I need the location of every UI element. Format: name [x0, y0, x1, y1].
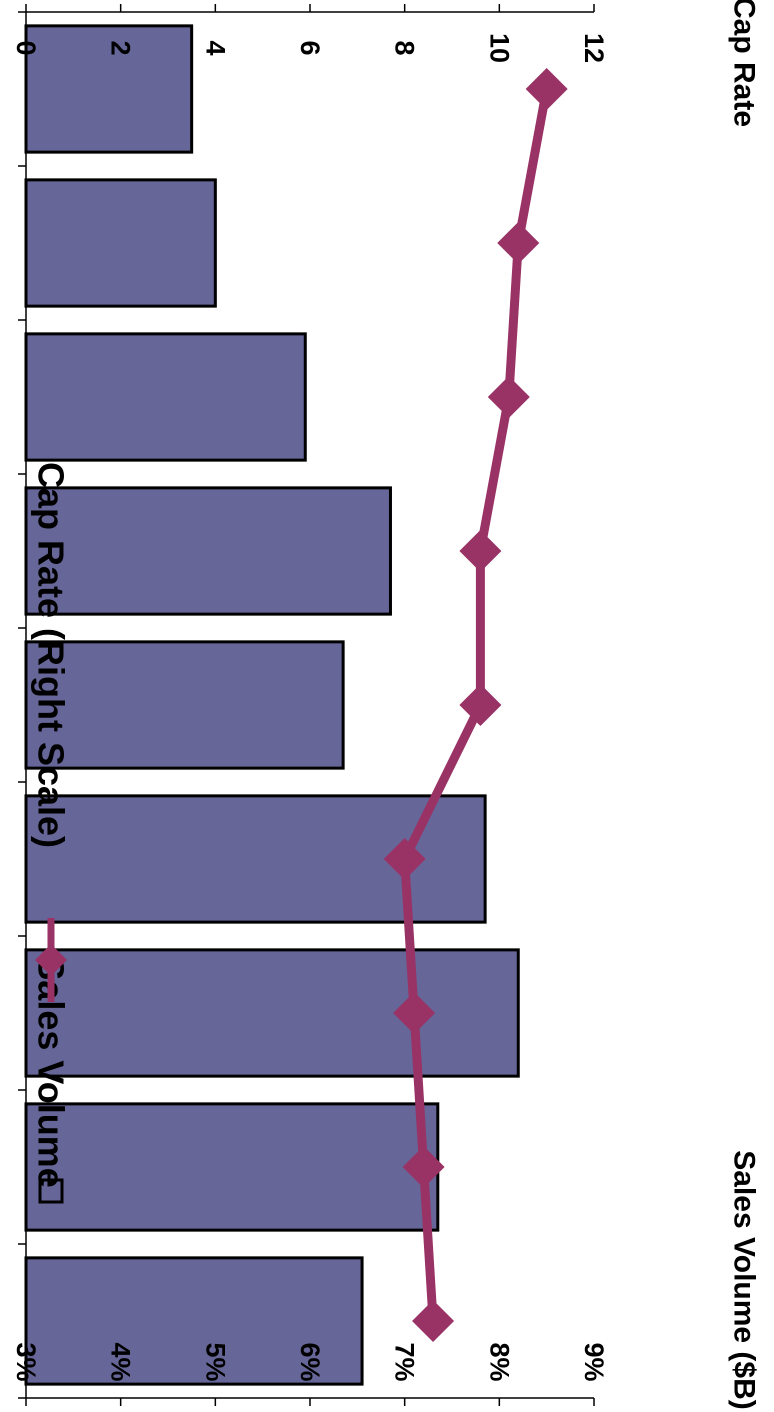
right-axis-title: Cap Rate [728, 0, 761, 127]
left-axis-tick-label: 2 [106, 40, 136, 55]
right-axis-tick-label: 4% [106, 1342, 136, 1381]
legend-label-cap-rate: Cap Rate (Right Scale) [31, 462, 72, 848]
sales-volume-bar [26, 642, 343, 768]
left-axis-tick-label: 4 [200, 40, 230, 55]
cap-rate-marker [488, 376, 530, 418]
left-axis-tick-label: 8 [390, 40, 420, 55]
left-axis-tick-label: 0 [11, 40, 41, 55]
right-axis-tick-label: 7% [390, 1342, 420, 1381]
rotated-chart-group [18, 4, 594, 1406]
left-axis-tick-label: 6 [295, 40, 325, 55]
cap-rate-marker [497, 222, 539, 264]
right-axis-tick-label: 6% [295, 1342, 325, 1381]
left-axis-title: Sales Volume ($B) [728, 1150, 761, 1410]
right-axis-tick-label: 5% [200, 1342, 230, 1381]
right-axis-tick-label: 3% [11, 1342, 41, 1381]
bars-layer [26, 26, 518, 1384]
sales-volume-bar [26, 950, 518, 1076]
left-axis-tick-label: 10 [484, 33, 514, 63]
sales-volume-bar [26, 334, 305, 460]
cap-rate-marker [459, 530, 501, 572]
cap-rate-marker [526, 68, 568, 110]
cap-rate-marker [459, 684, 501, 726]
left-axis-tick-label: 12 [579, 33, 609, 63]
sales-volume-bar [26, 180, 215, 306]
cap-rate-marker [412, 1300, 454, 1342]
sales-volume-bar [26, 488, 390, 614]
right-axis-tick-label: 9% [579, 1342, 609, 1381]
right-axis-tick-label: 8% [484, 1342, 514, 1381]
sales-volume-bar [26, 1104, 438, 1230]
